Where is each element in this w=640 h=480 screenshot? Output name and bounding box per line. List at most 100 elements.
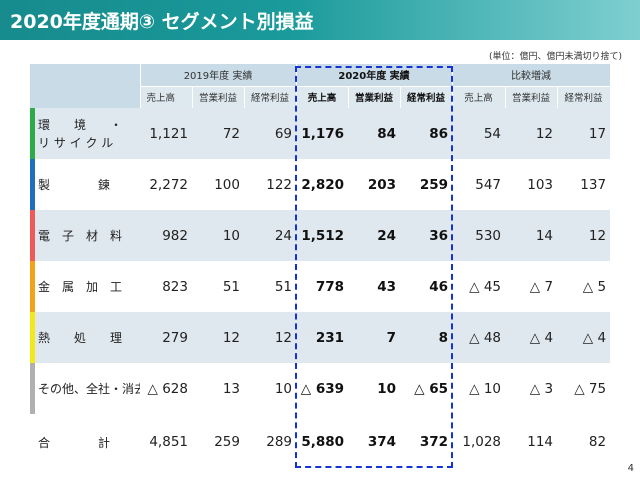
- cell-2020-sales: 1,512: [296, 210, 349, 261]
- row-label: 合 計: [30, 414, 140, 470]
- row-label: 製 鍊: [30, 159, 140, 210]
- cell-diff-ordinary: 12: [557, 210, 611, 261]
- table-row-total: 合 計 4,851 259 289 5,880 374 372 1,028 11…: [30, 414, 611, 470]
- cell-diff-sales: △ 48: [452, 312, 506, 363]
- cell-diff-ordinary: △ 75: [557, 363, 611, 414]
- cell-diff-operating: 12: [505, 108, 558, 159]
- cell-2020-ordinary: 372: [400, 414, 453, 470]
- cell-diff-operating: 114: [505, 414, 558, 470]
- group-header-2020: 2020年度 実績: [296, 64, 453, 86]
- cell-2020-ordinary: 86: [400, 108, 453, 159]
- cell-2019-ordinary: 122: [244, 159, 297, 210]
- cell-2020-operating: 24: [348, 210, 401, 261]
- cell-2020-operating: 43: [348, 261, 401, 312]
- segment-table: 2019年度 実績 2020年度 実績 比較増減 売上高 営業利益 経常利益 売…: [30, 64, 611, 470]
- subheader-sales: 売上高: [296, 85, 349, 108]
- table-row-environment-recycling: 環 境 ・ リ サ イ ク ル 1,121 72 69 1,176 84 86 …: [30, 108, 611, 159]
- cell-2020-operating: 10: [348, 363, 401, 414]
- segment-color-bar: [30, 159, 35, 210]
- segment-color-bar: [30, 261, 35, 312]
- cell-2019-ordinary: 24: [244, 210, 297, 261]
- cell-2019-ordinary: 12: [244, 312, 297, 363]
- cell-2019-operating: 72: [192, 108, 244, 159]
- table-row-metal-processing: 金 属 加 工 823 51 51 778 43 46 △ 45 △ 7 △ 5: [30, 261, 611, 312]
- cell-2020-operating: 374: [348, 414, 401, 470]
- row-label-text: その他、全社・消去: [38, 382, 140, 396]
- cell-2019-operating: 10: [192, 210, 244, 261]
- row-label-text: 金 属 加 工: [38, 280, 123, 294]
- cell-2020-sales: 2,820: [296, 159, 349, 210]
- title-bar: 2020年度通期③ セグメント別損益: [0, 0, 640, 40]
- cell-2019-operating: 259: [192, 414, 244, 470]
- cell-diff-sales: 54: [452, 108, 506, 159]
- cell-2019-sales: 823: [140, 261, 192, 312]
- cell-2019-sales: 2,272: [140, 159, 192, 210]
- group-header-diff: 比較増減: [452, 64, 611, 86]
- cell-2019-ordinary: 10: [244, 363, 297, 414]
- row-label-text: 電 子 材 料: [38, 229, 123, 243]
- highlight-2020-box: [295, 66, 453, 468]
- cell-diff-ordinary: △ 4: [557, 312, 611, 363]
- subheader-ordinary-profit: 経常利益: [400, 85, 453, 108]
- table-row-other-corporate-elimination: その他、全社・消去 △ 628 13 10 △ 639 10 △ 65 △ 10…: [30, 363, 611, 414]
- cell-2020-sales: 231: [296, 312, 349, 363]
- cell-diff-sales: △ 10: [452, 363, 506, 414]
- cell-2019-operating: 100: [192, 159, 244, 210]
- cell-2019-sales: 4,851: [140, 414, 192, 470]
- cell-diff-operating: △ 3: [505, 363, 558, 414]
- table-row-smelting: 製 鍊 2,272 100 122 2,820 203 259 547 103 …: [30, 159, 611, 210]
- subheader-operating-profit: 営業利益: [192, 85, 245, 108]
- cell-2019-ordinary: 69: [244, 108, 297, 159]
- cell-2020-operating: 84: [348, 108, 401, 159]
- cell-diff-operating: △ 4: [505, 312, 558, 363]
- cell-diff-sales: 547: [452, 159, 506, 210]
- cell-diff-sales: 530: [452, 210, 506, 261]
- subheader-operating-profit: 営業利益: [348, 85, 401, 108]
- row-label-text: 合 計: [38, 435, 111, 450]
- page-number: 4: [627, 463, 634, 474]
- cell-2020-ordinary: △ 65: [400, 363, 453, 414]
- cell-2019-sales: △ 628: [140, 363, 192, 414]
- page-title: 2020年度通期③ セグメント別損益: [10, 11, 314, 33]
- row-label-text: 熱 処 理: [38, 331, 123, 345]
- cell-diff-ordinary: 137: [557, 159, 611, 210]
- segment-color-bar: [30, 210, 35, 261]
- cell-2020-operating: 7: [348, 312, 401, 363]
- segment-color-bar: [30, 108, 35, 159]
- row-label: その他、全社・消去: [30, 363, 140, 414]
- row-label-line2: リ サ イ ク ル: [38, 135, 114, 150]
- cell-diff-ordinary: 82: [557, 414, 611, 470]
- cell-2020-ordinary: 36: [400, 210, 453, 261]
- row-label-text: 製 鍊: [38, 178, 111, 192]
- cell-2019-operating: 13: [192, 363, 244, 414]
- group-header-2019: 2019年度 実績: [140, 64, 297, 86]
- header-corner: [30, 64, 141, 108]
- cell-2020-ordinary: 8: [400, 312, 453, 363]
- subheader-operating-profit: 営業利益: [505, 85, 558, 108]
- cell-2020-sales: △ 639: [296, 363, 349, 414]
- cell-2019-sales: 982: [140, 210, 192, 261]
- cell-diff-ordinary: 17: [557, 108, 611, 159]
- table-row-electronic-materials: 電 子 材 料 982 10 24 1,512 24 36 530 14 12: [30, 210, 611, 261]
- cell-2019-operating: 12: [192, 312, 244, 363]
- cell-2020-operating: 203: [348, 159, 401, 210]
- cell-2020-sales: 1,176: [296, 108, 349, 159]
- subheader-ordinary-profit: 経常利益: [557, 85, 611, 108]
- unit-note: (単位：億円、億円未満切り捨て): [488, 52, 622, 62]
- cell-2019-operating: 51: [192, 261, 244, 312]
- cell-diff-sales: 1,028: [452, 414, 506, 470]
- header-row-groups: 2019年度 実績 2020年度 実績 比較増減: [30, 64, 611, 108]
- subheader-sales: 売上高: [140, 85, 193, 108]
- row-label: 熱 処 理: [30, 312, 140, 363]
- segment-color-bar: [30, 312, 35, 363]
- row-label: 電 子 材 料: [30, 210, 140, 261]
- cell-2020-ordinary: 259: [400, 159, 453, 210]
- cell-2019-sales: 279: [140, 312, 192, 363]
- row-label: 金 属 加 工: [30, 261, 140, 312]
- cell-2019-ordinary: 51: [244, 261, 297, 312]
- cell-diff-operating: △ 7: [505, 261, 558, 312]
- row-label: 環 境 ・ リ サ イ ク ル: [30, 108, 140, 159]
- cell-2019-sales: 1,121: [140, 108, 192, 159]
- cell-2020-sales: 778: [296, 261, 349, 312]
- cell-2020-ordinary: 46: [400, 261, 453, 312]
